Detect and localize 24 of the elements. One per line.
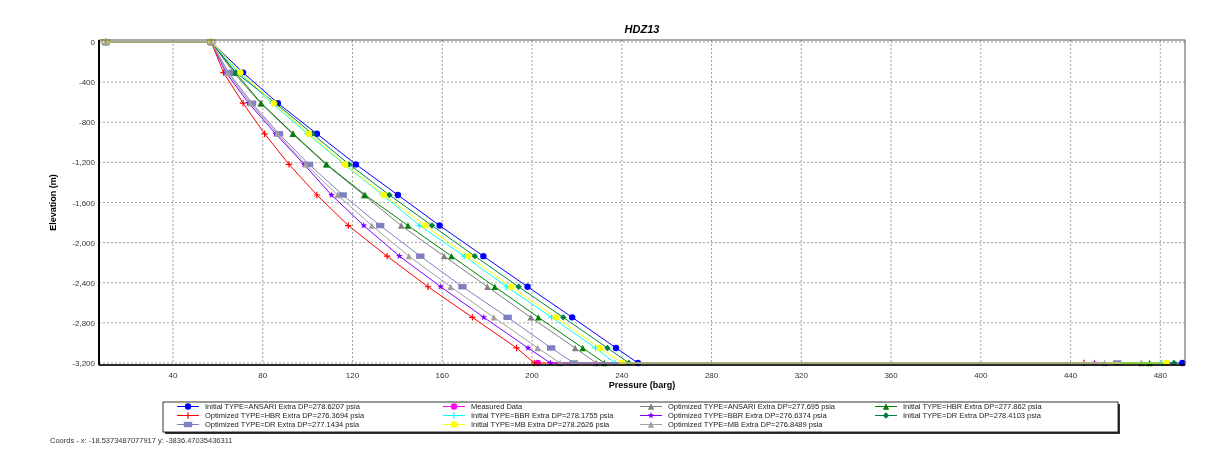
y-tick-label: -400: [78, 78, 96, 88]
y-tick-label: -800: [78, 118, 96, 128]
y-axis-title: Elevation (m): [48, 174, 58, 231]
x-tick-label: 480: [1153, 371, 1168, 380]
x-axis-title: Pressure (barg): [608, 380, 676, 390]
y-tick-label: -2,400: [72, 278, 96, 288]
x-tick-label: 40: [168, 371, 179, 380]
y-tick-label: -3,200: [72, 358, 96, 368]
y-tick-label: 0: [90, 38, 96, 48]
x-tick-label: 120: [345, 371, 360, 380]
x-tick-label: 400: [974, 371, 989, 380]
y-tick-label: -1,200: [72, 158, 96, 168]
y-tick-label: -2,000: [72, 238, 96, 248]
x-tick-label: 280: [704, 371, 719, 380]
x-tick-label: 240: [615, 371, 630, 380]
x-tick-label: 80: [258, 371, 268, 380]
y-tick-label: -1,600: [72, 198, 96, 208]
x-tick-label: 200: [525, 371, 540, 380]
y-tick-label: -2,800: [72, 318, 96, 328]
x-tick-label: 320: [794, 371, 809, 380]
chart-title: HDZ13: [624, 23, 660, 35]
x-tick-label: 360: [884, 371, 899, 380]
x-tick-label: 440: [1063, 371, 1078, 380]
x-tick-label: 160: [435, 371, 450, 380]
